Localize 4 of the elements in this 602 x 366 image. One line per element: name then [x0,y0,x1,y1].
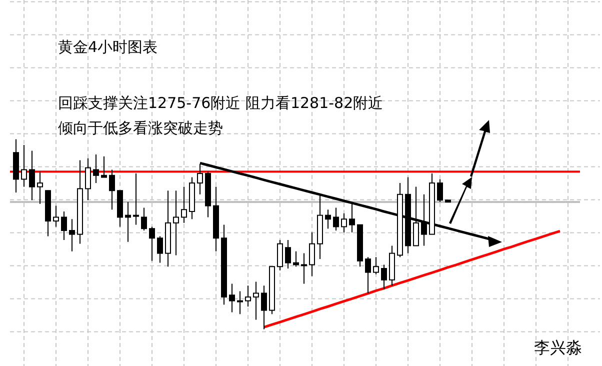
text: 回踩支撑关注1275-76附近 阻力看1281-82附近 [58,94,384,112]
text: 李兴淼 [534,338,582,357]
chart-title: 黄金4小时图表 [58,38,158,56]
text: 倾向于低多看涨突破走势 [58,119,223,137]
